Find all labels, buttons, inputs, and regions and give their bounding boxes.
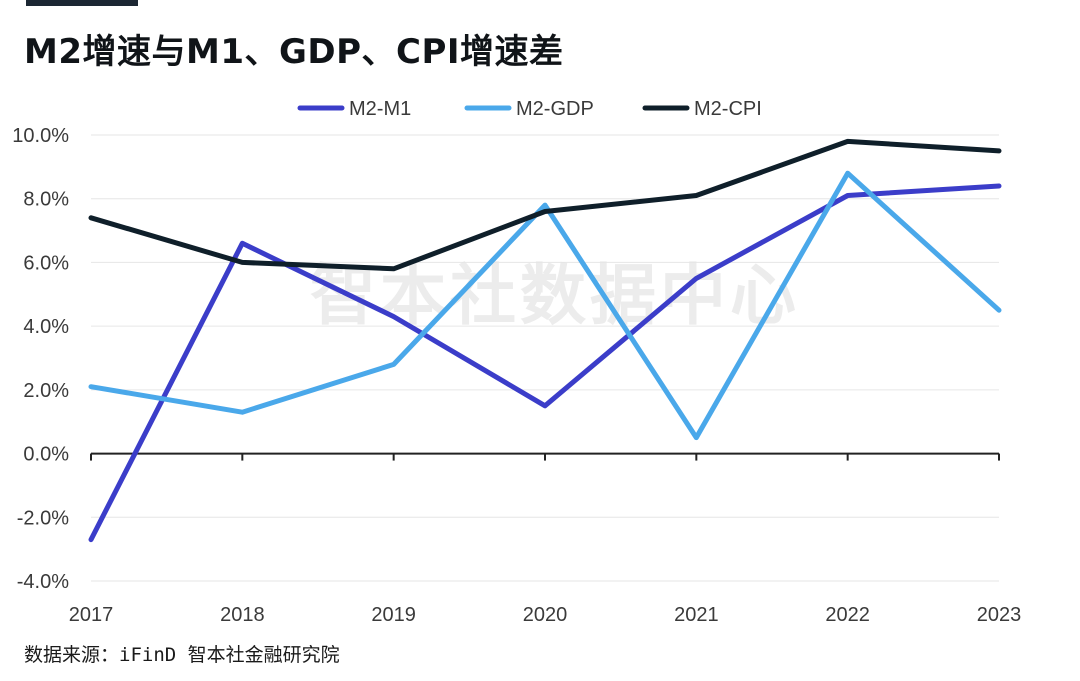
- x-tick-label: 2022: [825, 604, 870, 626]
- y-tick-label: 0.0%: [23, 444, 69, 466]
- y-tick-label: 6.0%: [23, 252, 69, 274]
- x-tick-label: 2019: [371, 604, 416, 626]
- x-tick-labels: 2017 2018 2019 2020 2021 2022 2023: [69, 604, 1022, 626]
- series-line-m2-cpi: [88, 138, 1002, 272]
- y-tick-labels: -4.0% -2.0% 0.0% 2.0% 4.0% 6.0% 8.0% 10.0%: [12, 125, 69, 593]
- legend: M2-M1 M2-GDP M2-CPI: [297, 98, 762, 120]
- y-tick-label: -4.0%: [17, 571, 69, 593]
- x-tick-label: 2023: [977, 604, 1022, 626]
- y-tick-label: 2.0%: [23, 380, 69, 402]
- x-tick-label: 2020: [523, 604, 568, 626]
- legend-label-m2-gdp: M2-GDP: [516, 98, 594, 120]
- chart-title: M2增速与M1、GDP、CPI增速差: [24, 32, 564, 72]
- gridlines: [91, 134, 999, 582]
- y-tick-label: 4.0%: [23, 316, 69, 338]
- series-line-m2-m1: [88, 183, 1002, 543]
- x-tick-label: 2018: [220, 604, 265, 626]
- x-axis: [90, 452, 1000, 461]
- y-tick-label: -2.0%: [17, 507, 69, 529]
- source-note: 数据来源：iFinD 智本社金融研究院: [24, 644, 340, 666]
- series-lines: [88, 138, 1002, 543]
- title-accent-bar: [26, 0, 138, 6]
- y-tick-label: 8.0%: [23, 189, 69, 211]
- legend-label-m2-m1: M2-M1: [349, 98, 411, 120]
- y-tick-label: 10.0%: [12, 125, 69, 147]
- series-line-m2-gdp: [88, 170, 1002, 441]
- x-tick-label: 2021: [674, 604, 719, 626]
- x-tick-label: 2017: [69, 604, 114, 626]
- legend-label-m2-cpi: M2-CPI: [694, 98, 762, 120]
